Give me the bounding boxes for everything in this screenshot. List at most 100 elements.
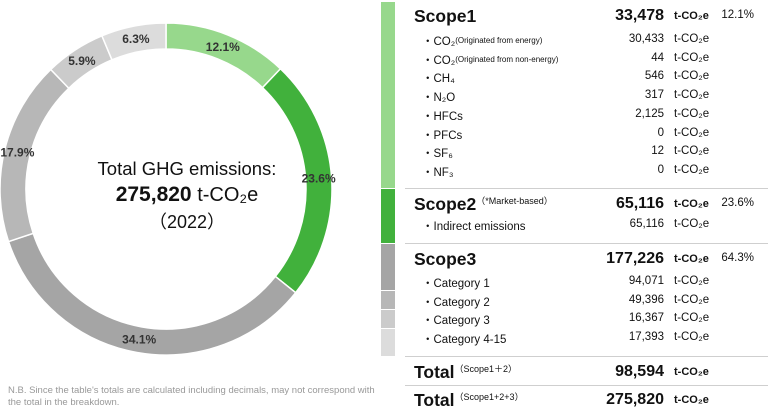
scope2-value: 65,116 bbox=[615, 195, 664, 212]
slice-label: 12.1% bbox=[206, 40, 240, 54]
row-unit: t-CO₂e bbox=[674, 51, 710, 64]
row-label: ・Category 4-15 bbox=[422, 334, 507, 347]
total-scope123-unit: t-CO₂e bbox=[674, 394, 709, 406]
scope2-title: Scope2 （*Market-based） bbox=[414, 194, 553, 214]
row-value: 317 bbox=[644, 89, 664, 102]
scope1-row: ・SF₆ 12 t-CO₂e bbox=[408, 142, 768, 161]
bar-category2 bbox=[381, 291, 395, 309]
slice-label: 23.6% bbox=[302, 172, 336, 186]
total-year: （2022） bbox=[148, 212, 226, 232]
scope1-row: ・PFCs 0 t-CO₂e bbox=[408, 124, 768, 143]
row-value: 2,125 bbox=[635, 107, 664, 120]
scope2-percent: 23.6% bbox=[721, 197, 754, 209]
scope3-unit: t-CO₂e bbox=[674, 253, 709, 265]
total-scope12-subtitle: （Scope1＋2） bbox=[454, 364, 518, 374]
scope3-value: 177,226 bbox=[606, 250, 664, 267]
scope1-unit: t-CO₂e bbox=[674, 10, 709, 22]
scope2-row: ・Indirect emissions 65,116 t-CO₂e bbox=[408, 215, 768, 234]
row-unit: t-CO₂e bbox=[674, 33, 710, 45]
row-note: (Originated from non-energy) bbox=[455, 54, 559, 64]
total-value-line: 275,820 t-CO₂e bbox=[42, 183, 332, 207]
bar-scope2 bbox=[381, 189, 395, 243]
row-unit: t-CO₂e bbox=[674, 312, 710, 325]
scope2-header: Scope2 （*Market-based） 65,116 t-CO₂e 23.6% bbox=[408, 193, 768, 217]
row-label: ・Category 2 bbox=[422, 296, 490, 309]
scope3-row: ・Category 3 16,367 t-CO₂e bbox=[408, 309, 768, 328]
divider bbox=[405, 356, 768, 357]
total-scope123-subtitle: （Scope1+2+3） bbox=[454, 392, 524, 402]
slice-label: 34.1% bbox=[122, 333, 156, 347]
scope1-row: ・CO₂ (Originated from non-energy) 44 t-CO₂… bbox=[408, 49, 768, 68]
total-scope123-title: Total （Scope1+2+3） bbox=[414, 390, 524, 410]
total-label: Total GHG emissions: bbox=[97, 158, 277, 179]
row-value: 44 bbox=[651, 51, 664, 64]
row-value: 0 bbox=[657, 126, 664, 139]
bar-category3 bbox=[381, 310, 395, 328]
footnote: N.B. Since the table's totals are calcul… bbox=[8, 385, 375, 408]
row-value: 12 bbox=[651, 145, 664, 158]
slice-1 bbox=[165, 22, 282, 89]
bar-category1 bbox=[381, 244, 395, 290]
scope1-row: ・NF₃ 0 t-CO₂e bbox=[408, 161, 768, 180]
scope3-header: Scope3 177,226 t-CO₂e 64.3% bbox=[408, 248, 768, 272]
row-unit: t-CO₂e bbox=[674, 163, 710, 176]
row-unit: t-CO₂e bbox=[674, 293, 710, 306]
slice-label: 17.9% bbox=[0, 146, 34, 160]
row-label: ・Indirect emissions bbox=[422, 221, 526, 233]
row-value: 49,396 bbox=[628, 293, 664, 306]
bar-category4-15 bbox=[381, 329, 395, 356]
row-value: 546 bbox=[644, 70, 664, 83]
row-value: 65,116 bbox=[629, 218, 664, 230]
divider bbox=[405, 243, 768, 244]
row-value: 30,433 bbox=[628, 33, 664, 45]
total-scope12-header: Total （Scope1＋2） 98,594 t-CO₂e bbox=[408, 361, 768, 385]
total-scope12-title: Total （Scope1＋2） bbox=[414, 362, 518, 382]
total-unit: t-CO₂e bbox=[197, 184, 259, 206]
slice-6 bbox=[100, 22, 167, 61]
row-label: ・CO₂ (Originated from energy) bbox=[422, 36, 543, 48]
row-unit: t-CO₂e bbox=[674, 70, 710, 83]
total-value: 275,820 bbox=[115, 183, 192, 206]
scope1-value: 33,478 bbox=[615, 7, 664, 24]
row-label: ・PFCs bbox=[422, 129, 463, 142]
slice-label: 6.3% bbox=[122, 32, 150, 46]
row-value: 0 bbox=[657, 163, 664, 176]
divider bbox=[405, 188, 768, 189]
scope1-title: Scope1 bbox=[414, 6, 477, 26]
bar-scope1 bbox=[381, 2, 395, 188]
scope1-percent: 12.1% bbox=[721, 9, 754, 21]
row-label: ・N₂O bbox=[422, 92, 456, 105]
scope3-title: Scope3 bbox=[414, 249, 477, 269]
row-label: ・CH₄ bbox=[422, 73, 455, 86]
total-scope12-unit: t-CO₂e bbox=[674, 366, 709, 378]
scope1-row: ・CH₄ 546 t-CO₂e bbox=[408, 67, 768, 86]
scope3-row: ・Category 4-15 17,393 t-CO₂e bbox=[408, 328, 768, 347]
row-unit: t-CO₂e bbox=[674, 218, 710, 230]
divider bbox=[405, 385, 768, 386]
row-note: (Originated from energy) bbox=[455, 36, 543, 45]
row-unit: t-CO₂e bbox=[674, 275, 710, 287]
scope3-row: ・Category 2 49,396 t-CO₂e bbox=[408, 291, 768, 310]
row-value: 94,071 bbox=[628, 275, 664, 287]
row-unit: t-CO₂e bbox=[674, 107, 710, 120]
row-label: ・HFCs bbox=[422, 110, 463, 123]
scope1-row: ・CO₂ (Originated from energy) 30,433 t-CO₂… bbox=[408, 30, 768, 49]
row-label: ・Category 1 bbox=[422, 278, 490, 290]
row-label: ・SF₆ bbox=[422, 148, 453, 161]
row-value: 16,367 bbox=[628, 312, 664, 325]
row-unit: t-CO₂e bbox=[674, 145, 710, 158]
scope2-subtitle: （*Market-based） bbox=[476, 196, 553, 206]
slice-label: 5.9% bbox=[68, 54, 96, 68]
row-unit: t-CO₂e bbox=[674, 331, 710, 344]
scope1-row: ・HFCs 2,125 t-CO₂e bbox=[408, 105, 768, 124]
row-label: ・NF₃ bbox=[422, 166, 454, 179]
scope1-header: Scope1 33,478 t-CO₂e 12.1% bbox=[408, 5, 768, 29]
total-scope123-header: Total （Scope1+2+3） 275,820 t-CO₂e bbox=[408, 389, 768, 413]
row-label: ・CO₂ (Originated from non-energy) bbox=[422, 54, 559, 67]
row-label: ・Category 3 bbox=[422, 315, 490, 328]
donut-chart: 12.1% 23.6% 34.1% 17.9% 5.9% 6.3% bbox=[0, 22, 336, 356]
total-scope123-value: 275,820 bbox=[606, 391, 664, 408]
scope3-row: ・Category 1 94,071 t-CO₂e bbox=[408, 272, 768, 291]
row-value: 17,393 bbox=[628, 331, 664, 344]
scope3-percent: 64.3% bbox=[721, 252, 754, 264]
